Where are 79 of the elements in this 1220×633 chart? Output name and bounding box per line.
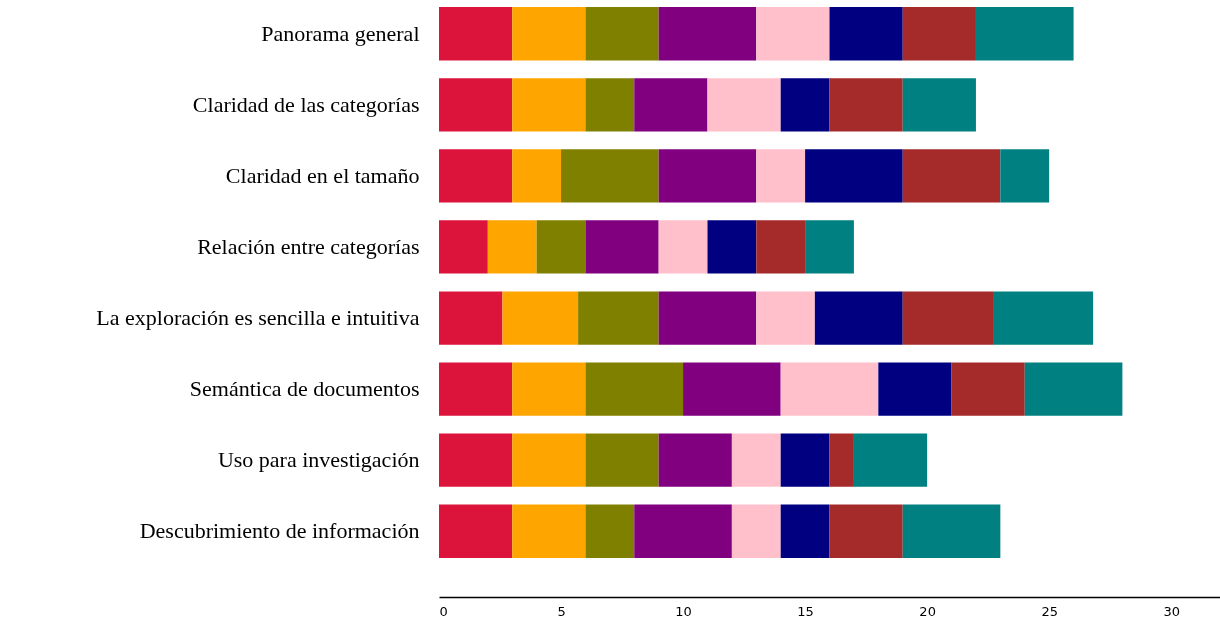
bar <box>878 362 952 416</box>
bar <box>805 220 854 274</box>
bar <box>993 291 1094 345</box>
bar <box>658 220 708 274</box>
bar <box>780 362 879 416</box>
bar <box>707 78 781 132</box>
y-tick-label: Claridad en el tamaño <box>225 162 420 188</box>
bar <box>561 149 659 203</box>
bar <box>439 78 513 132</box>
bar <box>512 7 586 61</box>
bar <box>975 7 1074 61</box>
y-tick-label: Uso para investigación <box>217 447 420 473</box>
y-tick-label: Descubrimiento de información <box>139 518 420 544</box>
bar <box>512 149 562 203</box>
bar <box>439 433 513 487</box>
bar <box>536 220 586 274</box>
x-tick-label: 5 <box>557 603 566 619</box>
bar <box>829 78 903 132</box>
bar <box>585 504 635 558</box>
bar <box>829 504 903 558</box>
bar <box>731 504 781 558</box>
bar <box>902 7 976 61</box>
bar <box>578 291 659 345</box>
bar <box>780 433 830 487</box>
bar <box>585 78 635 132</box>
bar <box>902 149 1001 203</box>
bar <box>658 291 757 345</box>
bar <box>902 504 1001 558</box>
bar <box>439 7 513 61</box>
bar <box>756 7 830 61</box>
bar <box>853 433 928 487</box>
bar <box>439 149 513 203</box>
y-tick-label: Semántica de documentos <box>189 376 420 402</box>
y-tick-label: La exploración es sencilla e intuitiva <box>96 305 420 331</box>
bar <box>634 78 708 132</box>
bar <box>829 433 854 487</box>
bar <box>951 362 1025 416</box>
bar <box>634 504 732 558</box>
bar <box>1024 362 1123 416</box>
bar <box>585 362 684 416</box>
bar <box>814 291 903 345</box>
bar <box>780 78 830 132</box>
bar <box>756 149 806 203</box>
bar <box>439 220 488 274</box>
bar <box>805 149 903 203</box>
bar <box>585 220 659 274</box>
bar <box>658 7 757 61</box>
bar <box>439 504 513 558</box>
bar <box>512 504 586 558</box>
x-tick-label: 30 <box>1163 603 1180 619</box>
y-tick-label: Relación entre categorías <box>197 233 420 259</box>
x-tick-label: 20 <box>919 603 936 619</box>
bar <box>487 220 537 274</box>
y-tick-label: Claridad de las categorías <box>192 91 420 117</box>
bar <box>707 220 757 274</box>
bar <box>502 291 579 345</box>
bar <box>512 362 586 416</box>
bar <box>756 220 806 274</box>
bar <box>1000 149 1050 203</box>
bar <box>780 504 830 558</box>
bar <box>756 291 815 345</box>
x-tick-label: 15 <box>797 603 814 619</box>
x-tick-label: 0 <box>439 603 448 619</box>
bar <box>512 78 586 132</box>
bar <box>512 433 586 487</box>
bar <box>658 149 757 203</box>
bar <box>439 291 503 345</box>
y-tick-label: Panorama general <box>261 20 420 46</box>
bar <box>902 291 994 345</box>
bar <box>439 362 513 416</box>
bar <box>902 78 976 132</box>
x-tick-label: 10 <box>675 603 692 619</box>
bar <box>683 362 781 416</box>
bar <box>829 7 903 61</box>
bar <box>585 433 659 487</box>
bar <box>731 433 781 487</box>
bar <box>585 7 659 61</box>
bar <box>658 433 732 487</box>
x-tick-label: 25 <box>1041 603 1058 619</box>
